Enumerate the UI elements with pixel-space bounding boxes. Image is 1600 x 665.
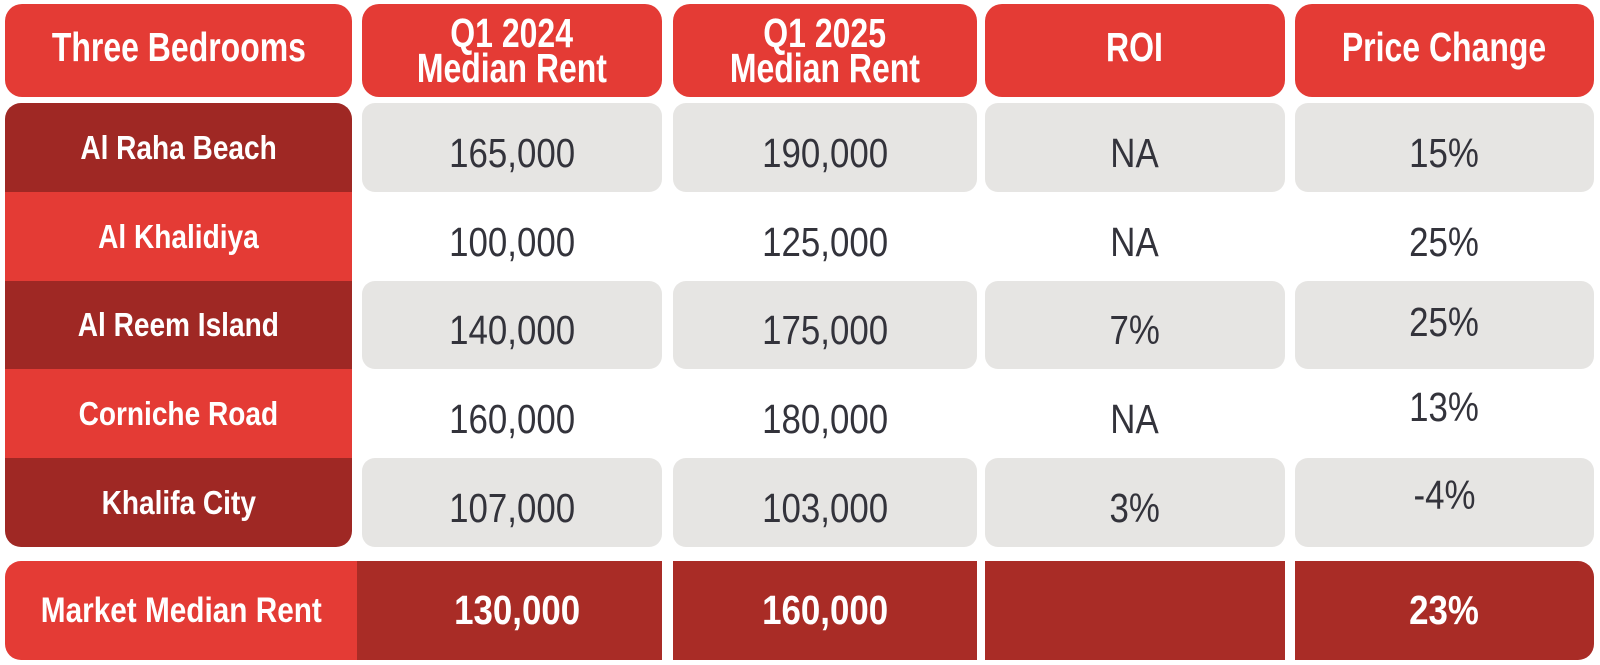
area-name: Corniche Road [78, 395, 279, 433]
cell-al-khalidiya-q1-2024: 100,000 [362, 192, 662, 281]
price-change-value: -4% [1413, 472, 1476, 519]
rent-value: 160,000 [449, 396, 575, 443]
area-name: Al Khalidiya [98, 217, 259, 255]
header-q1-2025-median-rent: Q1 2025 Median Rent [673, 4, 977, 97]
footer-price-change: 23% [1295, 561, 1594, 660]
rent-value: 180,000 [761, 396, 888, 443]
rent-value: 107,000 [449, 485, 575, 532]
cell-al-khalidiya-q1-2025: 125,000 [673, 192, 977, 281]
cell-al-reem-island-q1-2024: 140,000 [362, 280, 662, 370]
footer-rent-value: 130,000 [454, 587, 581, 633]
cell-al-raha-beach-roi: NA [985, 103, 1285, 192]
footer-price-change-value: 23% [1409, 587, 1480, 633]
footer-label: Market Median Rent [40, 591, 322, 630]
header-label-line2: Median Rent [729, 44, 920, 91]
row-label-al-raha-beach: Al Raha Beach [5, 103, 352, 192]
rent-value: 140,000 [449, 307, 575, 354]
area-name: Al Raha Beach [80, 128, 277, 166]
cell-khalifa-city-q1-2025: 103,000 [673, 458, 977, 547]
header-label-line1: Q1 2024 [450, 9, 574, 56]
footer-rent-value: 160,000 [761, 587, 888, 633]
rent-value: 103,000 [761, 485, 888, 532]
row-label-khalifa-city: Khalifa City [5, 458, 352, 547]
footer-q1-2025-median-rent: 160,000 [673, 561, 977, 660]
footer-q1-2024-median-rent: 130,000 [357, 561, 662, 660]
roi-value: NA [1110, 129, 1159, 176]
rent-value: 175,000 [761, 307, 888, 354]
cell-al-reem-island-q1-2025: 175,000 [673, 280, 977, 370]
cell-al-raha-beach-q1-2024: 165,000 [362, 103, 662, 192]
area-name: Khalifa City [101, 484, 256, 522]
roi-value: 7% [1109, 307, 1160, 354]
price-change-value: 25% [1409, 299, 1480, 346]
header-label-line1: Q1 2025 [763, 9, 887, 56]
roi-value: NA [1110, 396, 1159, 443]
cell-corniche-road-roi: NA [985, 369, 1285, 458]
cell-corniche-road-q1-2024: 160,000 [362, 369, 662, 458]
header-label: Three Bedrooms [51, 24, 306, 70]
price-change-value: 25% [1409, 218, 1480, 265]
header-label: ROI [1106, 24, 1164, 70]
cell-khalifa-city-roi: 3% [985, 458, 1285, 547]
cell-khalifa-city-price-change: -4% [1295, 458, 1594, 547]
rent-value: 125,000 [761, 218, 888, 265]
rent-value: 165,000 [449, 129, 575, 176]
cell-corniche-road-q1-2025: 180,000 [673, 369, 977, 458]
area-name: Al Reem Island [77, 306, 280, 344]
price-change-value: 15% [1409, 129, 1480, 176]
rent-value: 190,000 [761, 129, 888, 176]
row-label-al-reem-island: Al Reem Island [5, 280, 352, 370]
header-price-change: Price Change [1295, 4, 1594, 97]
cell-al-raha-beach-q1-2025: 190,000 [673, 103, 977, 192]
header-q1-2024-median-rent: Q1 2024 Median Rent [362, 4, 662, 97]
row-label-al-khalidiya: Al Khalidiya [5, 191, 352, 281]
price-change-value: 13% [1409, 384, 1480, 431]
cell-al-reem-island-price-change: 25% [1295, 280, 1594, 370]
header-label-line2: Median Rent [416, 44, 608, 91]
header-label: Price Change [1342, 24, 1547, 70]
cell-al-reem-island-roi: 7% [985, 280, 1285, 370]
cell-corniche-road-price-change: 13% [1295, 369, 1594, 458]
header-three-bedrooms: Three Bedrooms [5, 4, 352, 97]
cell-al-raha-beach-price-change: 15% [1295, 103, 1594, 192]
cell-al-khalidiya-roi: NA [985, 192, 1285, 281]
cell-khalifa-city-q1-2024: 107,000 [362, 458, 662, 547]
footer-roi-empty [985, 561, 1285, 660]
roi-value: NA [1110, 218, 1159, 265]
row-label-corniche-road: Corniche Road [5, 369, 352, 459]
rent-value: 100,000 [449, 218, 575, 265]
roi-value: 3% [1109, 485, 1160, 532]
header-roi: ROI [985, 4, 1285, 97]
cell-al-khalidiya-price-change: 25% [1295, 192, 1594, 281]
footer-label-market-median-rent: Market Median Rent [5, 561, 357, 660]
